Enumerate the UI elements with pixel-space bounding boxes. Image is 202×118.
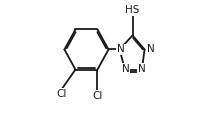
Text: Cl: Cl	[56, 89, 66, 99]
Text: N: N	[137, 63, 145, 74]
Text: N: N	[117, 44, 124, 55]
Text: HS: HS	[125, 5, 139, 15]
Text: N: N	[146, 44, 154, 55]
Text: N: N	[121, 63, 129, 74]
Text: Cl: Cl	[92, 91, 102, 101]
